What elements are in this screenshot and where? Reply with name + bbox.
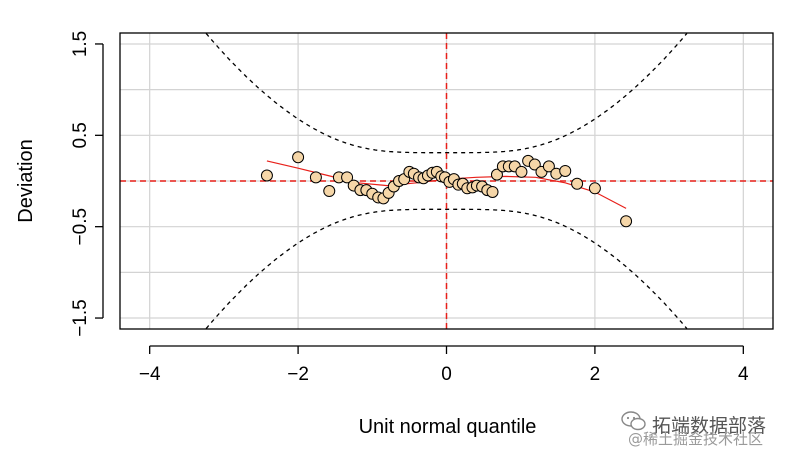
band-upper bbox=[205, 32, 688, 154]
x-tick-label: 4 bbox=[738, 364, 749, 385]
data-point bbox=[292, 151, 305, 164]
x-tick-label: −4 bbox=[139, 364, 161, 385]
y-tick-label: 1.5 bbox=[70, 31, 91, 57]
watermark-subtitle: @稀土掘金技术社区 bbox=[628, 430, 764, 448]
x-tick-label: 0 bbox=[441, 364, 452, 385]
y-tick-label: −0.5 bbox=[70, 208, 91, 246]
data-point bbox=[486, 185, 499, 198]
data-point bbox=[490, 168, 503, 181]
plot-frame bbox=[119, 32, 774, 330]
x-tick-label: −2 bbox=[287, 364, 309, 385]
y-tick-label: 0.5 bbox=[70, 122, 91, 148]
data-point bbox=[620, 215, 633, 228]
data-point bbox=[559, 164, 572, 177]
watermark: 拓端数据部落 @稀土掘金技术社区 bbox=[612, 410, 794, 450]
reference-lines bbox=[120, 33, 773, 329]
y-tick-label: −1.5 bbox=[70, 299, 91, 337]
data-point bbox=[528, 158, 541, 171]
wechat-logo-icon bbox=[621, 411, 646, 431]
y-axis-title: Deviation bbox=[15, 139, 37, 222]
data-point bbox=[542, 160, 555, 173]
data-point bbox=[323, 185, 336, 198]
x-tick-label: 2 bbox=[590, 364, 601, 385]
data-point bbox=[341, 171, 354, 184]
data-point bbox=[309, 171, 322, 184]
x-axis: −4 −2 0 2 4 bbox=[139, 345, 749, 385]
data-point bbox=[515, 165, 528, 178]
y-axis: −1.5 −0.5 0.5 1.5 bbox=[70, 31, 104, 337]
data-point bbox=[260, 169, 273, 182]
band-lower bbox=[205, 208, 688, 330]
watermark-title: 拓端数据部落 bbox=[652, 415, 767, 437]
x-axis-title: Unit normal quantile bbox=[359, 416, 537, 438]
data-points bbox=[260, 151, 633, 228]
data-point bbox=[588, 182, 601, 195]
data-point bbox=[571, 177, 584, 190]
confidence-band bbox=[205, 32, 688, 330]
